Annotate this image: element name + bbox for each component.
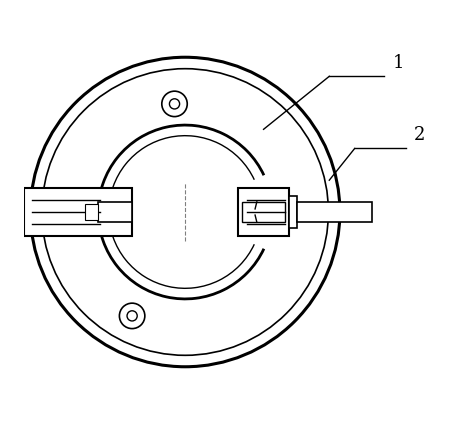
- Bar: [24, 187, 132, 237]
- Bar: [85, 204, 98, 220]
- Bar: [242, 202, 285, 222]
- Text: 1: 1: [393, 54, 405, 72]
- Bar: [289, 196, 297, 228]
- Circle shape: [30, 57, 340, 367]
- Text: 2: 2: [414, 126, 425, 144]
- Bar: [238, 187, 289, 237]
- Bar: [297, 202, 371, 222]
- Bar: [98, 202, 132, 222]
